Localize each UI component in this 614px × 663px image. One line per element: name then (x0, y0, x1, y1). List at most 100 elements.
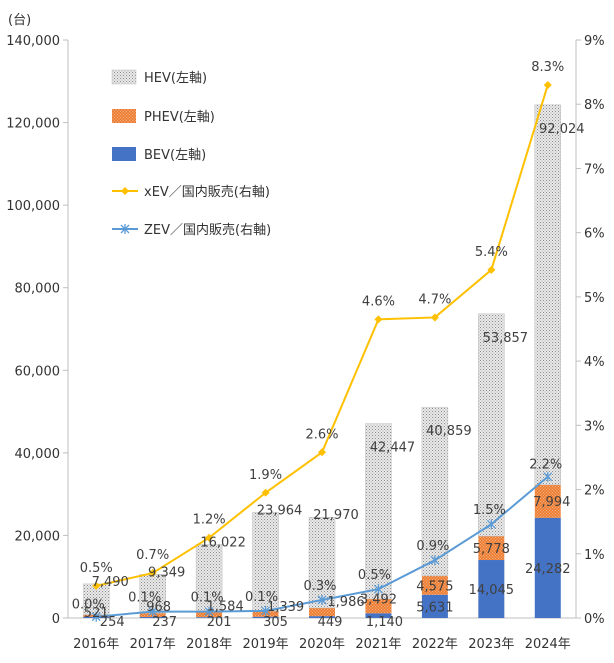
marker-xev (487, 265, 496, 274)
pct-label-xev: 8.3% (531, 60, 564, 75)
legend-marker-xev (121, 187, 129, 195)
data-label-phev: 1,986 (327, 595, 364, 610)
bar-bev (534, 517, 561, 618)
pct-label-zev: 1.5% (473, 503, 506, 518)
bar-bev (421, 594, 448, 618)
pct-label-zev: 0.0% (72, 598, 105, 613)
y-unit-label: (台) (8, 13, 31, 28)
y2-tick-label: 6% (584, 227, 605, 242)
y2-tick-label: 0% (584, 612, 605, 627)
x-tick-label: 2016年 (73, 637, 119, 652)
marker-xev (430, 313, 439, 322)
legend-label-bev: BEV(左軸) (144, 148, 206, 163)
y-tick-label: 100,000 (6, 199, 60, 214)
marker-zev (486, 519, 496, 530)
legend-label-hev: HEV(左軸) (144, 71, 207, 86)
lines (91, 80, 553, 622)
data-label-bev: 5,631 (416, 600, 453, 615)
marker-zev (261, 605, 271, 616)
bar-bev (478, 560, 505, 618)
data-label-bev: 237 (152, 615, 177, 630)
pct-label-zev: 2.2% (529, 458, 562, 473)
x-axis: 2016年 2017年 2018年 2019年 2020年 2021年 2022年 2023年… (73, 637, 571, 652)
data-label-hev: 9,349 (148, 565, 185, 580)
y2-tick-label: 2% (584, 484, 605, 499)
x-tick-label: 2024年 (525, 637, 571, 652)
marker-zev (430, 555, 440, 566)
x-tick-label: 2022年 (412, 637, 458, 652)
legend-swatch-phev (112, 109, 136, 123)
marker-xev (92, 581, 101, 590)
legend-marker-zev (120, 224, 130, 234)
data-label-hev: 42,447 (370, 441, 416, 456)
y2-tick-label: 7% (584, 162, 605, 177)
pct-label-zev: 0.1% (245, 590, 278, 605)
data-label-phev: 5,778 (473, 542, 510, 557)
legend-label-zev: ZEV／国内販売(右軸) (144, 222, 271, 238)
bar-phev (478, 536, 505, 561)
bar-hev (534, 104, 562, 485)
y2-tick-label: 9% (584, 34, 605, 49)
data-label-phev: 7,994 (533, 495, 570, 510)
marker-zev (148, 606, 158, 617)
marker-zev (204, 606, 214, 617)
pct-label-xev: 4.7% (418, 292, 451, 307)
bar-bev (365, 613, 392, 618)
bar-bev (252, 616, 279, 618)
bar-bev (196, 617, 223, 618)
legend-label-phev: PHEV(左軸) (144, 110, 215, 125)
bar-labels: 2545217,4902379689,3492011,58416,0223051… (84, 122, 585, 630)
marker-xev (543, 80, 552, 89)
data-label-hev: 16,022 (200, 535, 246, 550)
data-label-phev: 3,492 (360, 593, 397, 608)
bar-bev (139, 617, 166, 618)
bar-hev (308, 516, 336, 609)
y2-tick-label: 8% (584, 98, 605, 113)
pct-label-xev: 5.4% (475, 245, 508, 260)
legend: HEV(左軸) PHEV(左軸) BEV(左軸) xEV／国内販売(右軸) ZE… (111, 69, 271, 238)
line-labels: 0.5% 0.7% 1.2% 1.9% 2.6% 4.6% 4.7% 5.4% 8.3% 0.0%… (72, 60, 565, 613)
y-tick-label: 40,000 (15, 447, 61, 462)
y-tick-label: 120,000 (6, 117, 60, 132)
x-tick-label: 2021年 (355, 637, 401, 652)
pct-label-xev: 0.5% (80, 561, 113, 576)
marker-zev (91, 611, 101, 622)
y2-tick-label: 1% (584, 548, 605, 563)
data-label-bev: 201 (207, 615, 232, 630)
data-label-phev: 4,575 (416, 579, 453, 594)
pct-label-xev: 4.6% (362, 294, 395, 309)
pct-label-xev: 1.2% (193, 513, 226, 528)
data-label-hev: 21,970 (313, 508, 359, 523)
bar-hev (195, 544, 223, 611)
bar-hev (252, 512, 279, 612)
x-tick-label: 2017年 (130, 637, 176, 652)
marker-xev (261, 488, 270, 497)
x-tick-label: 2020年 (299, 637, 345, 652)
y-tick-label: 80,000 (15, 282, 61, 297)
x-tick-label: 2018年 (186, 637, 232, 652)
pct-label-zev: 0.5% (358, 568, 391, 583)
y2-tick-label: 5% (584, 291, 605, 306)
data-label-hev: 92,024 (539, 122, 585, 137)
y-tick-label: 0 (52, 612, 60, 627)
bar-phev (534, 484, 561, 518)
bars (82, 104, 562, 618)
pct-label-xev: 0.7% (136, 548, 169, 563)
data-label-bev: 1,140 (366, 615, 403, 630)
data-label-hev: 23,964 (257, 503, 303, 518)
marker-zev (543, 471, 553, 482)
y2-axis: 0% 1% 2% 3% 4% 5% 6% 7% 8% 9% (576, 34, 605, 627)
x-tick-label: 2023年 (468, 637, 514, 652)
pct-label-xev: 1.9% (249, 468, 282, 483)
data-label-bev: 449 (318, 615, 343, 630)
marker-xev (205, 533, 214, 542)
pct-label-zev: 0.1% (191, 591, 224, 606)
data-label-hev: 40,859 (426, 424, 472, 439)
legend-swatch-bev (112, 147, 136, 161)
y-tick-label: 20,000 (15, 529, 61, 544)
data-label-hev: 53,857 (483, 331, 529, 346)
y-tick-label: 140,000 (6, 34, 60, 49)
marker-xev (148, 569, 157, 578)
pct-label-zev: 0.9% (416, 539, 449, 554)
